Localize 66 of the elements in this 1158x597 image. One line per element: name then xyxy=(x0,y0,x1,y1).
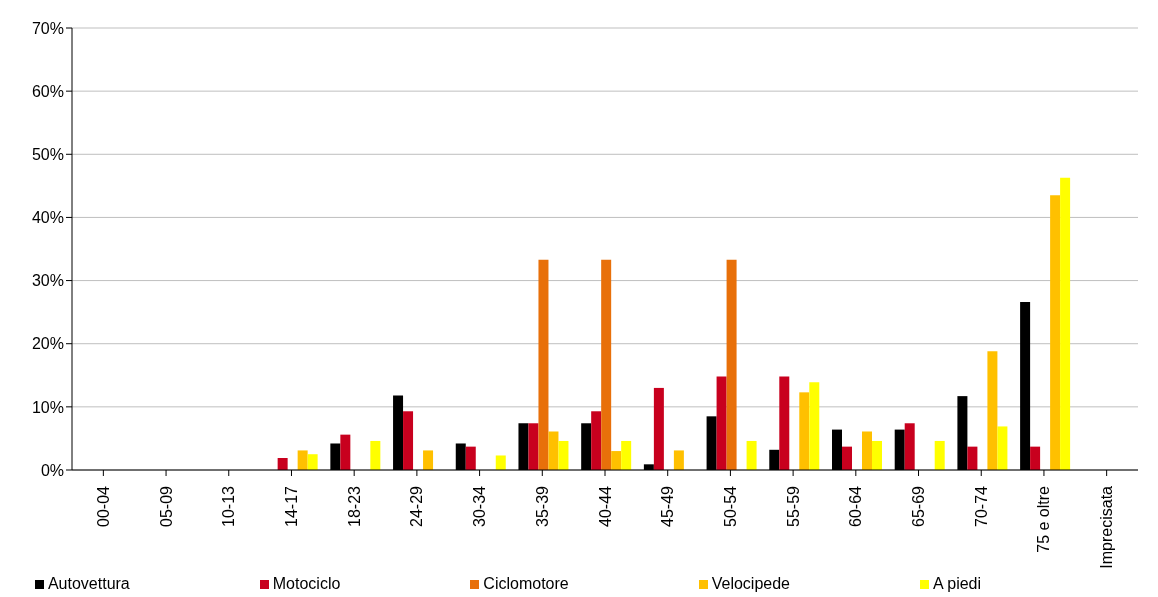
x-tick-label: Imprecisata xyxy=(1098,485,1116,569)
bar xyxy=(967,446,978,470)
bar xyxy=(934,440,945,470)
bar xyxy=(277,458,288,470)
x-tick-label: 35-39 xyxy=(533,485,551,527)
bar xyxy=(653,387,664,470)
bar xyxy=(591,411,602,470)
bar xyxy=(558,440,569,470)
bar xyxy=(716,376,727,470)
x-tick-label: 70-74 xyxy=(972,485,990,527)
x-tick-label: 14-17 xyxy=(282,485,300,527)
bar xyxy=(799,392,810,470)
y-tick-label: 40% xyxy=(31,209,64,227)
x-tick-label: 40-44 xyxy=(596,485,614,527)
bar xyxy=(809,382,820,470)
bar xyxy=(611,451,622,470)
bar xyxy=(307,454,318,470)
x-tick-label: 05-09 xyxy=(157,485,175,527)
bar xyxy=(1030,446,1041,470)
bar xyxy=(673,450,684,470)
bar xyxy=(621,440,632,470)
bar xyxy=(528,423,539,470)
bar xyxy=(538,259,549,470)
bar xyxy=(601,259,612,470)
x-tick-label: 55-59 xyxy=(784,485,802,527)
x-tick-label: 00-04 xyxy=(94,485,112,527)
bar xyxy=(465,446,476,470)
bar xyxy=(904,423,915,470)
bar xyxy=(726,259,737,470)
legend-label: Ciclomotore xyxy=(483,575,569,592)
y-tick-label: 20% xyxy=(31,335,64,353)
bar xyxy=(862,431,872,470)
bar xyxy=(423,450,434,470)
x-tick-label: 50-54 xyxy=(721,485,739,527)
x-tick-label: 75 e oltre xyxy=(1035,485,1053,553)
legend-label: Velocipede xyxy=(711,575,790,592)
x-tick-label: 65-69 xyxy=(910,485,928,527)
bar xyxy=(403,411,414,470)
y-tick-label: 0% xyxy=(40,461,64,479)
legend-label: Autovettura xyxy=(47,575,130,592)
y-tick-label: 10% xyxy=(31,398,64,416)
bar xyxy=(1050,195,1061,470)
y-tick-label: 50% xyxy=(31,145,64,163)
bar xyxy=(779,376,790,470)
legend-label: A piedi xyxy=(933,575,982,592)
x-tick-label: 60-64 xyxy=(847,485,865,527)
bar xyxy=(370,440,381,470)
x-tick-label: 30-34 xyxy=(471,485,489,527)
bar xyxy=(340,434,351,470)
bar xyxy=(297,450,308,470)
bar xyxy=(997,426,1008,470)
x-tick-label: 45-49 xyxy=(659,485,677,527)
bar xyxy=(842,446,852,470)
y-tick-label: 30% xyxy=(31,272,64,290)
x-tick-label: 10-13 xyxy=(220,485,238,527)
bar xyxy=(872,440,882,470)
legend-label: Motociclo xyxy=(272,575,341,592)
bar xyxy=(548,431,559,470)
bar xyxy=(746,440,757,470)
x-tick-label: 18-23 xyxy=(345,485,363,527)
bar xyxy=(1060,177,1071,470)
bar xyxy=(495,455,506,470)
y-tick-label: 70% xyxy=(31,19,64,37)
y-tick-label: 60% xyxy=(31,82,64,100)
x-tick-label: 24-29 xyxy=(408,485,426,527)
bar xyxy=(987,351,998,470)
